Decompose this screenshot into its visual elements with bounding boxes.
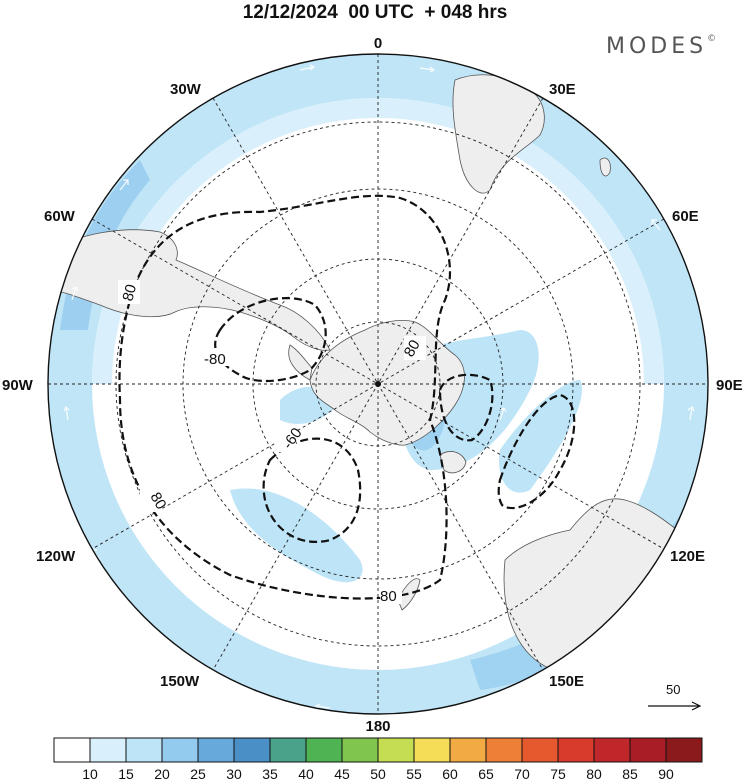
reference-vector-label: 50 (666, 682, 680, 697)
colorbar-tick-label: 60 (442, 766, 458, 782)
lon-label-150e: 150E (549, 673, 584, 690)
colorbar-box (629, 737, 667, 763)
contour-label: 80 (380, 588, 397, 605)
lon-label-120e: 120E (670, 548, 705, 565)
colorbar-box (89, 737, 127, 763)
lon-label-30w: 30W (170, 81, 202, 98)
contour-east-long (497, 393, 576, 510)
lon-label-90w: 90W (2, 377, 34, 394)
contour-label: 80 (119, 283, 140, 304)
lon-label-180: 180 (365, 718, 390, 734)
south-america-land (48, 229, 331, 351)
south-pole-marker (375, 381, 381, 387)
tasmania-land (439, 451, 467, 474)
new-zealand-land (397, 578, 421, 611)
contour-label: -80 (204, 351, 226, 368)
colorbar-box (593, 737, 631, 763)
colorbar-tick-label: 65 (478, 766, 494, 782)
colorbar-box (161, 737, 199, 763)
colorbar-tick-label: 20 (154, 766, 170, 782)
contour-low-west (214, 297, 327, 383)
colorbar-box (377, 737, 415, 763)
colorbar-tick-label: 35 (262, 766, 278, 782)
colorbar-box (197, 737, 235, 763)
colorbar-box (53, 737, 91, 763)
colorbar-box (485, 737, 523, 763)
colorbar-tick-label: 10 (82, 766, 98, 782)
contour-lines (118, 194, 576, 600)
brand-logo: MODES© (606, 34, 716, 59)
colorbar-box (521, 737, 559, 763)
colorbar-box (413, 737, 451, 763)
colorbar-tick-label: 30 (226, 766, 242, 782)
colorbar-tick-label: 90 (658, 766, 674, 782)
madagascar-land (599, 157, 611, 177)
colorbar-tick-label: 25 (190, 766, 206, 782)
contour-low-south (262, 437, 362, 543)
colorbar-box (269, 737, 307, 763)
reference-vector: 50 (648, 682, 702, 711)
contour-outer (118, 194, 452, 600)
colorbar-box (341, 737, 379, 763)
reference-vector-arrow (648, 701, 702, 711)
map-boundary (47, 53, 709, 715)
polar-map: 80 -80 80 -60 80 80 0 30E 60E 90E 120E 1… (2, 35, 743, 734)
map-title: 12/12/2024 00 UTC + 048 hrs (242, 2, 508, 23)
colorbar: 10 15 20 25 30 35 40 45 50 55 60 65 70 75 80 85 90 (53, 737, 703, 782)
lon-label-0: 0 (374, 35, 382, 52)
brand-name: MODES (606, 34, 708, 59)
copyright-mark: © (707, 34, 717, 44)
lon-label-120w: 120W (36, 548, 76, 565)
colorbar-box (305, 737, 343, 763)
lon-label-30e: 30E (549, 81, 576, 98)
colorbar-tick-label: 85 (622, 766, 638, 782)
colorbar-box (233, 737, 271, 763)
colorbar-box (125, 737, 163, 763)
wind-arrows (63, 64, 695, 711)
lon-label-90e: 90E (716, 377, 743, 394)
colorbar-boxes (53, 737, 703, 763)
colorbar-tick-label: 40 (298, 766, 314, 782)
colorbar-box (449, 737, 487, 763)
contour-label: 80 (147, 490, 170, 513)
colorbar-tick-label: 45 (334, 766, 350, 782)
wind-patch-4 (499, 380, 582, 493)
lon-label-60w: 60W (44, 208, 76, 225)
colorbar-box (665, 737, 703, 763)
contour-label: 80 (401, 337, 424, 360)
longitude-labels: 0 30E 60E 90E 120E 150E 180 150W 120W 90… (2, 35, 743, 734)
colorbar-tick-label: 75 (550, 766, 566, 782)
colorbar-tick-label: 80 (586, 766, 602, 782)
colorbar-box (557, 737, 595, 763)
contour-east-small (438, 373, 494, 442)
contour-label-group: 80 -80 80 -60 80 80 (118, 280, 426, 605)
colorbar-tick-label: 70 (514, 766, 530, 782)
lon-label-60e: 60E (672, 208, 699, 225)
colorbar-labels: 10 15 20 25 30 35 40 45 50 55 60 65 70 75 80 85 90 (82, 766, 674, 782)
colorbar-tick-label: 50 (370, 766, 386, 782)
lon-label-150w: 150W (160, 673, 200, 690)
colorbar-tick-label: 55 (406, 766, 422, 782)
colorbar-tick-label: 15 (118, 766, 134, 782)
wind-patch-3 (230, 488, 363, 583)
